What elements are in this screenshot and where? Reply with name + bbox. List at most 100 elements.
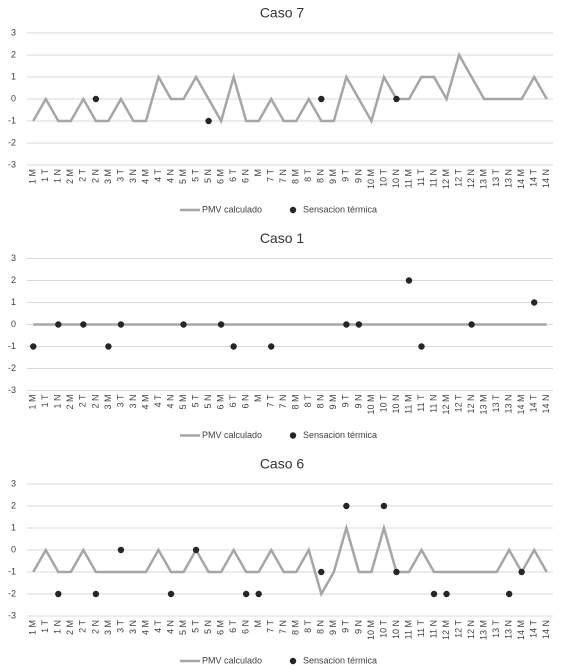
y-tick-label: 2 <box>11 49 16 59</box>
data-point <box>355 321 363 328</box>
x-tick-label: 6 M <box>215 169 225 184</box>
x-tick-label: 5 M <box>178 395 188 410</box>
legend-marker <box>289 432 297 439</box>
data-point <box>180 321 187 328</box>
x-tick-label: 2 M <box>65 395 75 410</box>
y-tick-label: -1 <box>8 341 16 351</box>
x-tick-label: 6 N <box>241 169 251 183</box>
pmv-line <box>32 523 548 598</box>
legend-label: PMV calculado <box>202 204 262 214</box>
x-tick-label: 3 M <box>103 620 113 635</box>
x-tick-label: 6 T <box>228 620 238 633</box>
data-point <box>205 117 212 125</box>
data-point <box>468 321 475 328</box>
y-tick-label: 0 <box>11 319 16 329</box>
x-tick-label: 7 T <box>266 394 276 407</box>
x-tick-label: 10 M <box>366 395 376 415</box>
x-tick-label: 11 T <box>416 394 426 412</box>
x-tick-label: 13 T <box>491 394 501 412</box>
data-point <box>55 321 62 328</box>
x-tick-label: 10 N <box>391 395 401 414</box>
x-tick-label: 8 N <box>316 620 326 634</box>
x-tick-label: 3 T <box>115 169 125 182</box>
data-point <box>105 343 112 350</box>
x-tick-label: 13 N <box>504 169 514 188</box>
y-tick-label: -1 <box>8 566 16 576</box>
x-tick-label: 12 M <box>441 169 451 189</box>
x-tick-label: 1 T <box>40 394 50 407</box>
x-tick-label: 1 N <box>53 395 63 409</box>
x-tick-label: 7 N <box>278 395 288 409</box>
x-tick-label: 14 M <box>516 395 526 415</box>
y-tick-label: 3 <box>11 27 16 37</box>
x-tick-label: 3 T <box>115 620 125 633</box>
x-tick-label: 11 T <box>416 169 426 187</box>
chart-title: Caso 7 <box>260 5 305 21</box>
data-point <box>268 343 275 350</box>
data-point <box>55 590 62 598</box>
x-tick-label: 11 T <box>416 620 426 638</box>
x-tick-label: 4 T <box>153 620 163 633</box>
x-tick-label: 14 T <box>529 620 539 638</box>
x-tick-label: 1 M <box>28 395 38 410</box>
legend-marker <box>289 206 297 214</box>
x-tick-label: 5 M <box>178 169 188 184</box>
x-tick-label: 5 T <box>190 169 200 182</box>
data-point <box>505 590 513 598</box>
x-tick-label: 3 M <box>103 395 113 410</box>
y-tick-label: 2 <box>11 500 16 510</box>
x-tick-label: M <box>253 169 263 177</box>
x-tick-label: 2 N <box>90 169 100 183</box>
x-tick-label: 3 N <box>128 169 138 183</box>
x-tick-label: 5 N <box>203 395 213 409</box>
y-tick-label: 2 <box>11 275 16 285</box>
x-tick-label: 2 M <box>65 620 75 635</box>
data-point <box>405 277 413 284</box>
data-point <box>343 321 350 328</box>
x-tick-label: 5 N <box>203 169 213 183</box>
data-point <box>443 590 450 598</box>
x-tick-label: 14 M <box>516 620 526 640</box>
x-tick-label: 11 N <box>428 395 438 413</box>
x-tick-label: 9 N <box>353 169 363 183</box>
x-tick-label: 14 T <box>529 169 539 187</box>
data-point <box>318 568 325 576</box>
data-point <box>117 546 125 554</box>
data-point <box>531 299 538 306</box>
x-tick-label: 11 N <box>428 169 438 187</box>
y-tick-label: -2 <box>8 363 16 373</box>
x-tick-label: 7 N <box>278 620 288 634</box>
x-tick-label: 1 N <box>53 620 63 634</box>
x-tick-label: 9 T <box>341 169 351 182</box>
x-tick-label: 4 N <box>165 395 175 409</box>
x-tick-label: 12 T <box>453 169 463 187</box>
x-tick-label: 6 N <box>241 620 251 634</box>
x-tick-label: 12 M <box>441 395 451 415</box>
x-tick-label: 5 T <box>190 394 200 407</box>
x-tick-label: 1 M <box>28 169 38 184</box>
x-tick-label: 3 N <box>128 620 138 634</box>
legend-marker <box>289 657 297 665</box>
data-point <box>343 502 350 510</box>
x-tick-label: 12 N <box>466 169 476 188</box>
data-point <box>318 95 325 103</box>
data-point <box>92 95 100 103</box>
y-tick-label: 1 <box>11 71 16 81</box>
x-tick-label: 9 M <box>328 620 338 635</box>
data-point <box>92 590 100 598</box>
x-tick-label: 6 T <box>228 169 238 182</box>
y-tick-label: 0 <box>11 93 16 103</box>
x-tick-label: 3 T <box>115 394 125 407</box>
data-point <box>518 568 525 576</box>
x-tick-label: 13 T <box>491 169 501 187</box>
data-point <box>192 546 200 554</box>
x-tick-label: 4 M <box>140 395 150 410</box>
x-tick-label: 10 T <box>378 394 388 412</box>
x-tick-label: M <box>253 395 263 403</box>
pmv-line <box>32 51 548 125</box>
x-tick-label: 14 N <box>541 169 551 188</box>
x-tick-label: 6 T <box>228 394 238 407</box>
y-tick-label: -3 <box>8 385 16 395</box>
x-tick-label: 13 M <box>478 620 488 640</box>
chart-title: Caso 1 <box>260 230 305 246</box>
